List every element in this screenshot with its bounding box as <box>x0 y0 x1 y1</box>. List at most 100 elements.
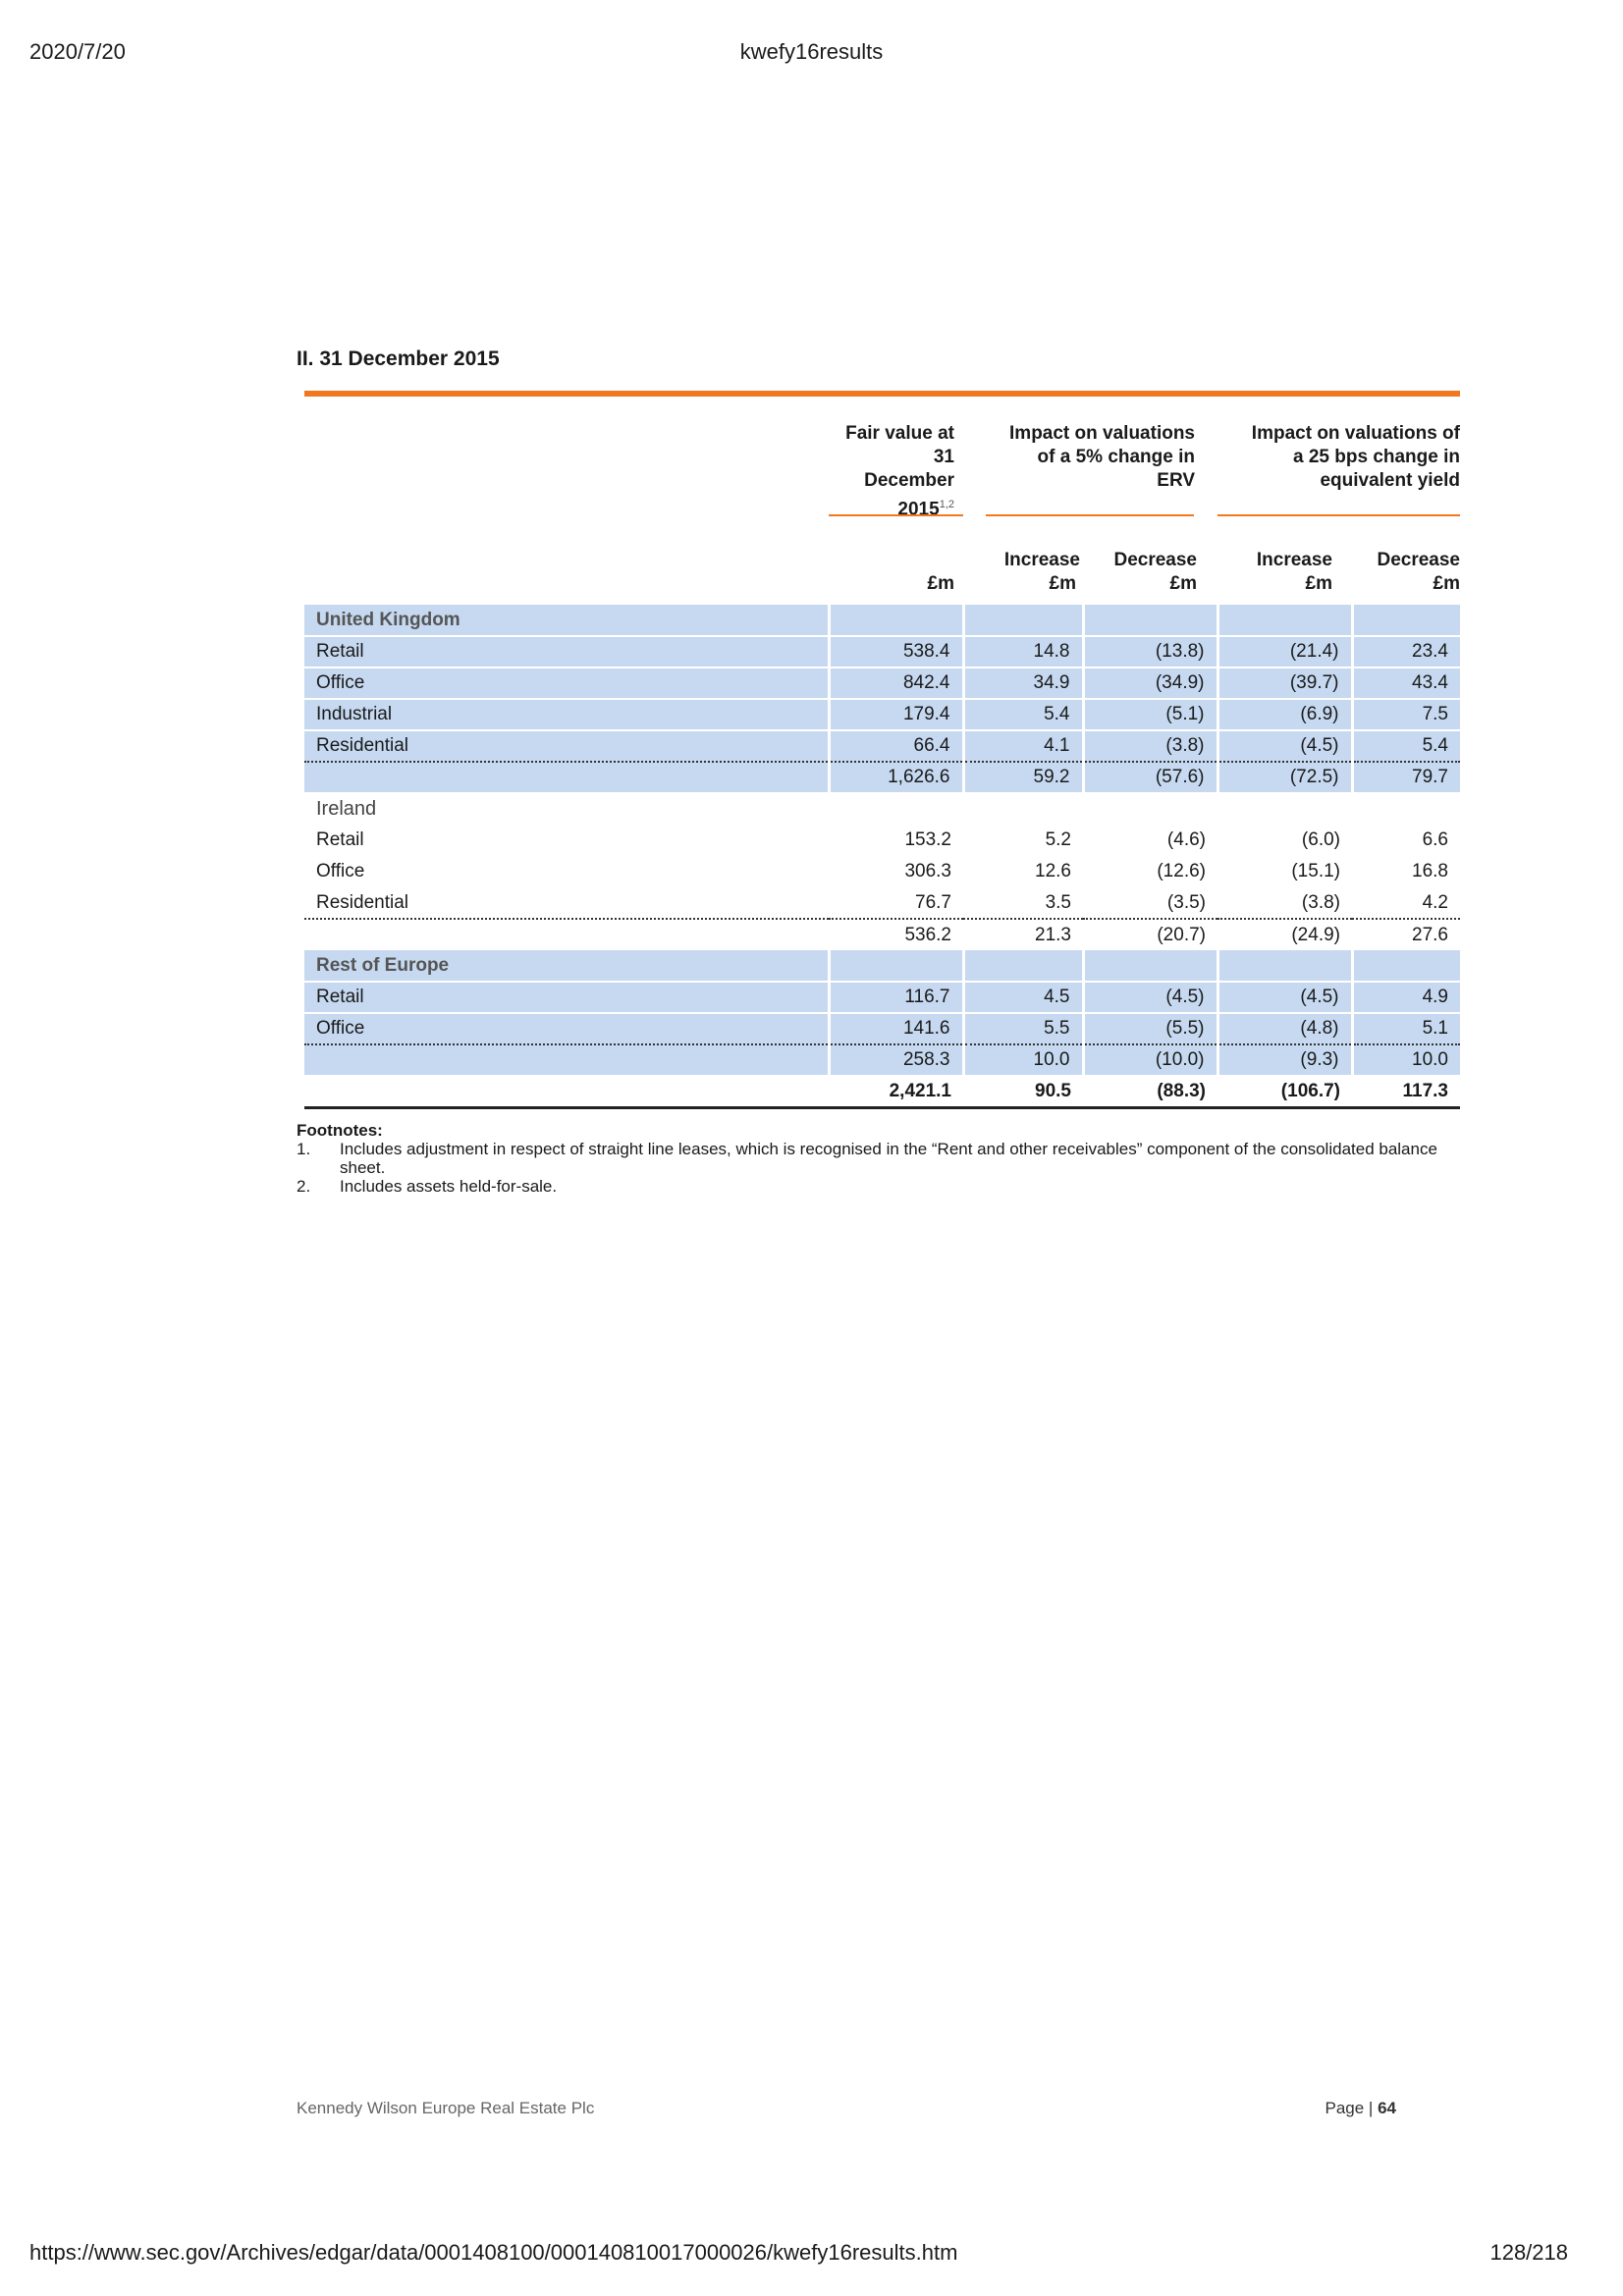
yield-decrease-cell: 16.8 <box>1412 861 1448 881</box>
row-label <box>304 762 831 794</box>
erv-decrease-cell <box>1083 793 1217 825</box>
yield-increase-cell: (4.8) <box>1216 1013 1354 1045</box>
table-row: Ireland <box>304 793 1460 825</box>
header-rule <box>829 514 963 516</box>
company-name: Kennedy Wilson Europe Real Estate Plc <box>297 2099 595 2117</box>
fair-value-cell: 66.4 <box>827 730 965 763</box>
fair-value-cell: 141.6 <box>827 1013 965 1045</box>
erv-decrease-cell <box>1081 950 1219 983</box>
erv-decrease-cell: (10.0) <box>1081 1044 1219 1077</box>
erv-increase-cell <box>961 950 1085 983</box>
table-row: Industrial 179.4 5.4 (5.1) (6.9) 7.5 <box>304 699 1460 731</box>
row-label: Residential <box>304 887 829 920</box>
erv-increase-cell: 14.8 <box>961 636 1085 668</box>
unit-header: £m <box>1305 573 1332 594</box>
unit-header: £m <box>1169 573 1197 594</box>
row-label <box>304 1075 829 1109</box>
fair-value-cell: 536.2 <box>904 924 951 945</box>
erv-increase-header: Increase <box>1003 550 1080 570</box>
yield-decrease-cell: 4.2 <box>1352 887 1460 920</box>
yield-decrease-cell <box>1350 605 1460 637</box>
yield-decrease-cell: 7.5 <box>1350 699 1460 731</box>
erv-increase-cell: 10.0 <box>961 1044 1085 1077</box>
yield-increase-cell: (21.4) <box>1216 636 1354 668</box>
yield-increase-cell: (72.5) <box>1216 762 1354 794</box>
yield-decrease-cell: 5.1 <box>1350 1013 1460 1045</box>
row-label: Office <box>316 861 365 881</box>
erv-decrease-cell: (5.5) <box>1081 1013 1219 1045</box>
yield-increase-header: Increase <box>1256 550 1332 570</box>
row-label <box>304 1044 831 1077</box>
erv-header-line: ERV <box>1157 470 1195 491</box>
yield-decrease-cell: 4.9 <box>1350 982 1460 1014</box>
table-row: Retail 153.2 5.2 (4.6) (6.0) 6.6 <box>304 825 1460 856</box>
footnote-number: 1. <box>297 1140 311 1158</box>
sensitivity-table: Fair value at 31 December 20151,2 Impact… <box>304 412 1460 1109</box>
fair-value-header-line: December <box>864 470 954 491</box>
yield-increase-cell: (106.7) <box>1217 1075 1352 1109</box>
table-row: Retail 116.7 4.5 (4.5) (4.5) 4.9 <box>304 982 1460 1014</box>
fair-value-header-line: 31 <box>933 447 954 467</box>
erv-increase-cell: 90.5 <box>963 1075 1083 1109</box>
yield-increase-cell: (6.0) <box>1301 829 1340 850</box>
unit-header: £m <box>1049 573 1076 594</box>
yield-increase-cell: (9.3) <box>1216 1044 1354 1077</box>
fair-value-cell <box>827 605 965 637</box>
print-date: 2020/7/20 <box>29 39 126 64</box>
fair-value-header: Fair value at 31 December 20151,2 <box>825 422 954 521</box>
erv-increase-cell: 5.4 <box>961 699 1085 731</box>
table-row: 258.3 10.0 (10.0) (9.3) 10.0 <box>304 1044 1460 1077</box>
erv-decrease-cell: (5.1) <box>1081 699 1219 731</box>
orange-rule <box>304 391 1460 397</box>
row-label: Residential <box>304 730 831 763</box>
yield-increase-cell: (3.8) <box>1217 887 1352 920</box>
erv-decrease-cell <box>1081 605 1219 637</box>
fair-value-cell: 2,421.1 <box>829 1075 963 1109</box>
row-label: Industrial <box>304 699 831 731</box>
table-row: Retail 538.4 14.8 (13.8) (21.4) 23.4 <box>304 636 1460 668</box>
erv-increase-cell: 21.3 <box>1035 924 1071 945</box>
erv-increase-cell: 12.6 <box>1035 861 1071 881</box>
yield-impact-header: Impact on valuations of a 25 bps change … <box>1217 422 1460 493</box>
erv-decrease-cell: (12.6) <box>1157 861 1206 881</box>
yield-increase-cell: (24.9) <box>1291 924 1340 945</box>
row-label: Retail <box>304 636 831 668</box>
yield-decrease-cell <box>1352 793 1460 825</box>
header-rule <box>1217 514 1460 516</box>
yield-increase-cell: (39.7) <box>1216 667 1354 700</box>
table-row: 1,626.6 59.2 (57.6) (72.5) 79.7 <box>304 762 1460 794</box>
fair-value-header-line: Fair value at <box>845 423 954 444</box>
erv-decrease-cell: (20.7) <box>1157 924 1206 945</box>
yield-increase-cell <box>1216 950 1354 983</box>
table-row: Rest of Europe <box>304 950 1460 983</box>
yield-decrease-cell: 23.4 <box>1350 636 1460 668</box>
erv-increase-cell: 3.5 <box>963 887 1083 920</box>
erv-decrease-header: Decrease <box>1113 550 1197 570</box>
table-header: Fair value at 31 December 20151,2 Impact… <box>304 412 1460 605</box>
yield-decrease-cell: 6.6 <box>1422 829 1448 850</box>
erv-increase-cell: 4.5 <box>961 982 1085 1014</box>
yield-decrease-cell: 43.4 <box>1350 667 1460 700</box>
footnote-number: 2. <box>297 1177 311 1196</box>
fair-value-cell: 538.4 <box>827 636 965 668</box>
fair-value-cell <box>827 950 965 983</box>
erv-header-line: Impact on valuations <box>1009 423 1195 444</box>
fair-value-cell: 153.2 <box>904 829 951 850</box>
erv-increase-cell <box>961 605 1085 637</box>
yield-increase-cell: (4.5) <box>1216 982 1354 1014</box>
table-row: Office 306.3 12.6 (12.6) (15.1) 16.8 <box>304 856 1460 887</box>
row-label: United Kingdom <box>304 605 831 637</box>
footnote-item: 2. Includes assets held-for-sale. <box>297 1177 1475 1196</box>
erv-decrease-cell: (57.6) <box>1081 762 1219 794</box>
print-document-title: kwefy16results <box>739 39 884 64</box>
print-page-count: 128/218 <box>1489 2240 1568 2265</box>
data-table: United Kingdom Retail 538.4 14.8 (13.8) (21.4… <box>304 605 1460 1109</box>
yield-increase-cell: (4.5) <box>1216 730 1354 763</box>
fair-value-cell: 1,626.6 <box>827 762 965 794</box>
table-row: Residential 66.4 4.1 (3.8) (4.5) 5.4 <box>304 730 1460 763</box>
table-row: 2,421.1 90.5 (88.3) (106.7) 117.3 <box>304 1075 1460 1109</box>
section-title: II. 31 December 2015 <box>297 347 500 370</box>
fair-value-cell: 842.4 <box>827 667 965 700</box>
fair-value-cell: 258.3 <box>827 1044 965 1077</box>
erv-header-line: of a 5% change in <box>1037 447 1195 467</box>
